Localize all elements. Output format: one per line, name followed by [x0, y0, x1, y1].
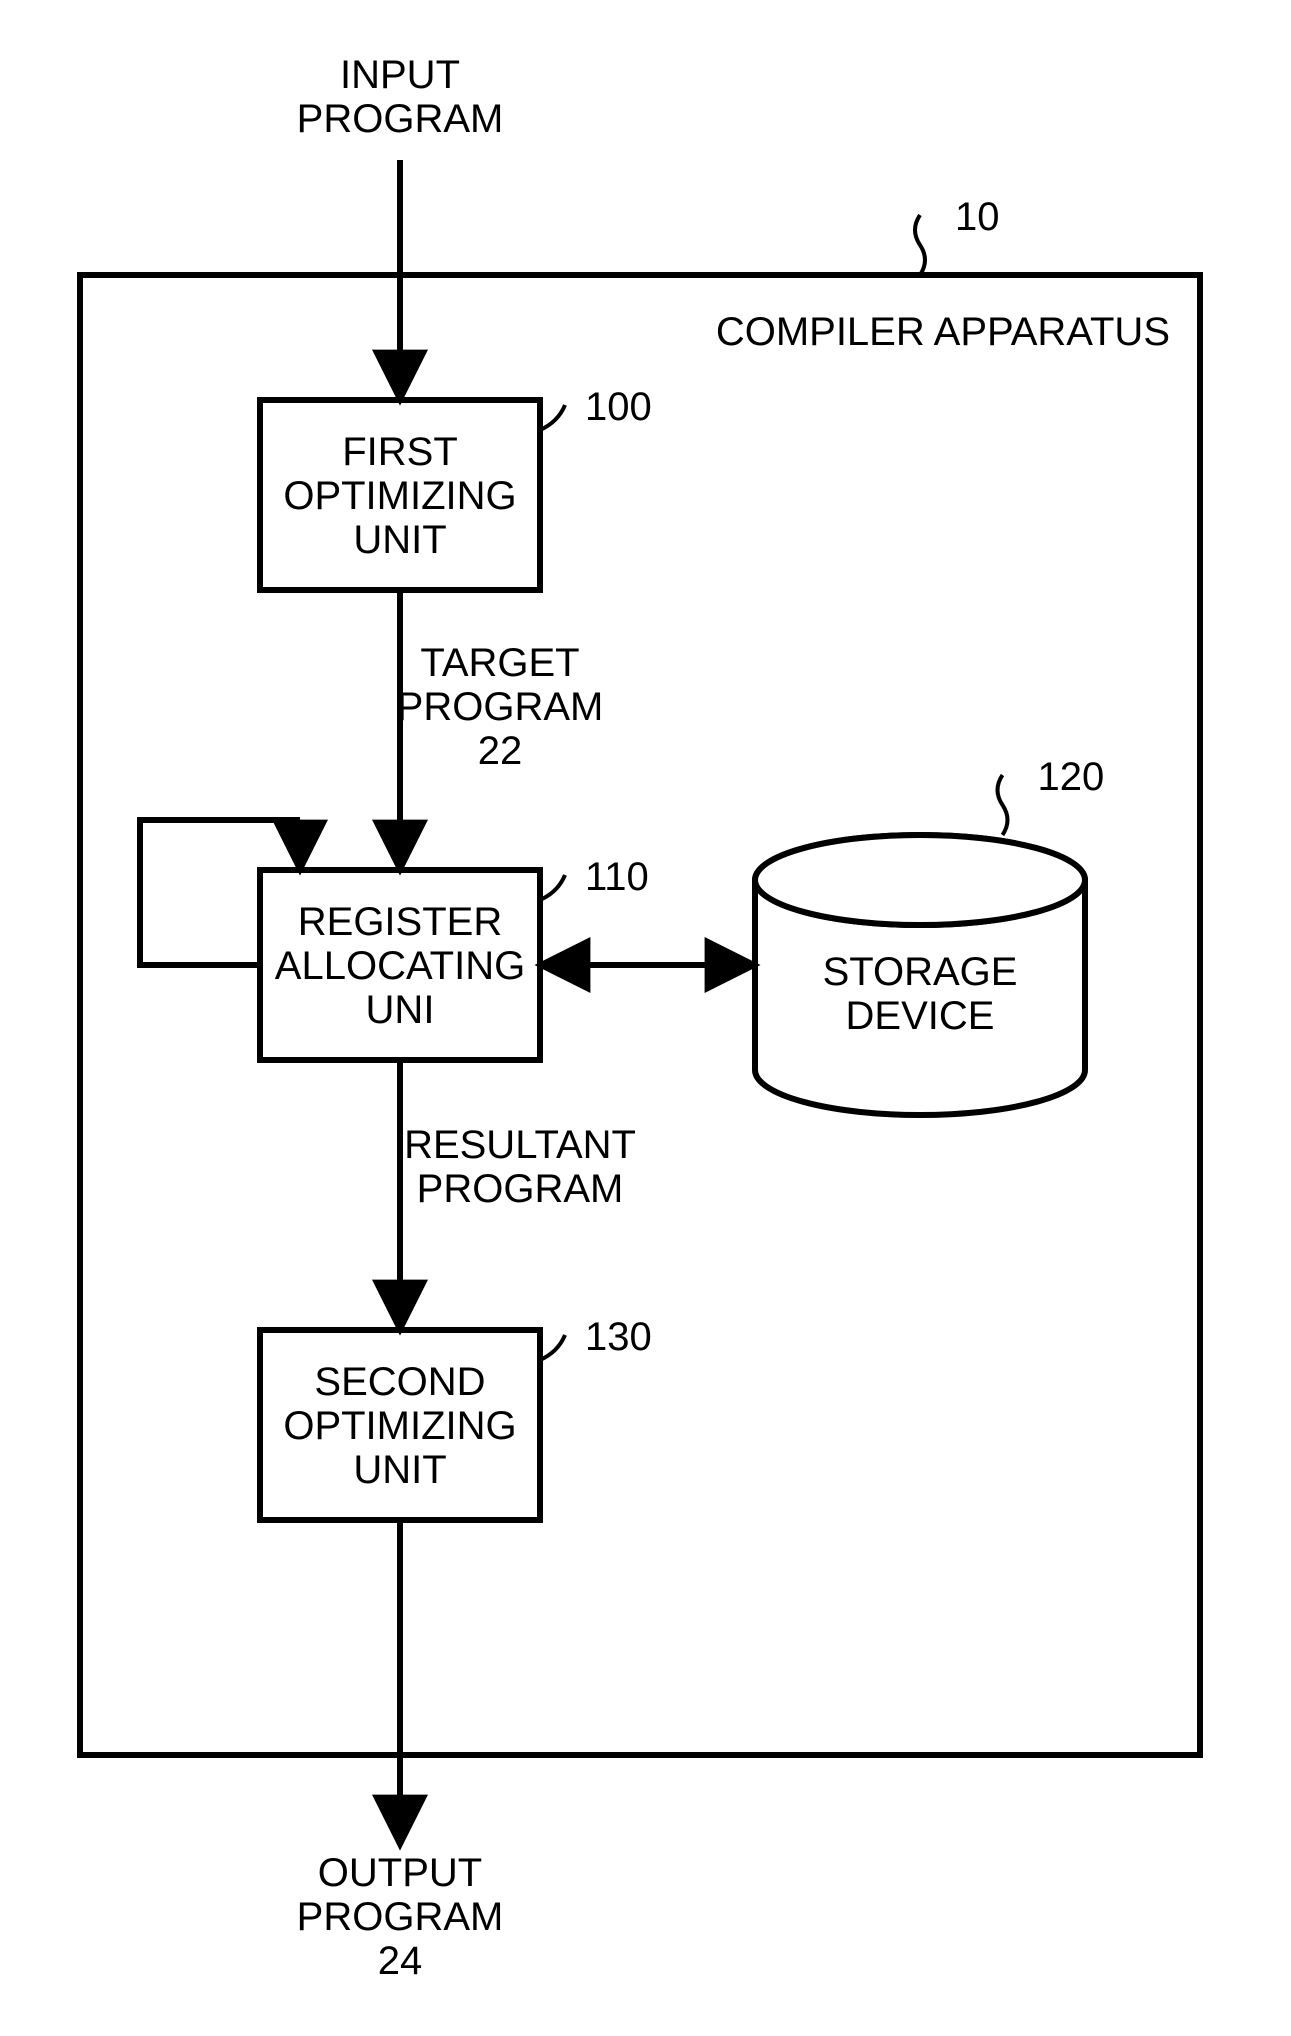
- result-label-line-0: RESULTANT: [404, 1123, 636, 1167]
- reg-ref: 110: [585, 855, 649, 899]
- compiler-apparatus-label: COMPILER APPARATUS: [716, 310, 1170, 354]
- opt2-ref: 130: [585, 1315, 652, 1359]
- input-label-line-0: INPUT: [340, 53, 460, 97]
- storage-cylinder-top: [755, 835, 1085, 925]
- result-label-line-1: PROGRAM: [417, 1167, 624, 1211]
- opt2-label-line-2: UNIT: [353, 1448, 446, 1492]
- reg-ref-leader: [540, 875, 565, 900]
- ref-leader: [915, 215, 925, 275]
- output-label-line-0: OUTPUT: [318, 1851, 482, 1895]
- opt1-label-line-1: OPTIMIZING: [283, 474, 516, 518]
- opt1-label-line-2: UNIT: [353, 518, 446, 562]
- reg-label-line-0: REGISTER: [298, 900, 502, 944]
- storage-ref: 120: [1038, 755, 1105, 799]
- reg-label-line-2: UNI: [366, 988, 435, 1032]
- opt1-ref: 100: [585, 385, 652, 429]
- opt2-label-line-1: OPTIMIZING: [283, 1404, 516, 1448]
- opt1-label-line-0: FIRST: [342, 430, 458, 474]
- opt2-ref-leader: [540, 1335, 565, 1360]
- output-label-line-2: 24: [378, 1939, 423, 1983]
- output-label-line-1: PROGRAM: [297, 1895, 504, 1939]
- target-label-line-1: PROGRAM: [397, 685, 604, 729]
- opt2-label-line-0: SECOND: [314, 1360, 485, 1404]
- compiler-apparatus-ref: 10: [955, 195, 1000, 239]
- target-label-line-2: 22: [478, 729, 523, 773]
- target-label-line-0: TARGET: [420, 641, 579, 685]
- reg-label-line-1: ALLOCATING: [275, 944, 525, 988]
- opt1-ref-leader: [540, 405, 565, 430]
- storage-label-line-1: DEVICE: [846, 994, 995, 1038]
- storage-label-line-0: STORAGE: [823, 950, 1018, 994]
- input-label-line-1: PROGRAM: [297, 97, 504, 141]
- storage-ref-leader: [998, 775, 1008, 835]
